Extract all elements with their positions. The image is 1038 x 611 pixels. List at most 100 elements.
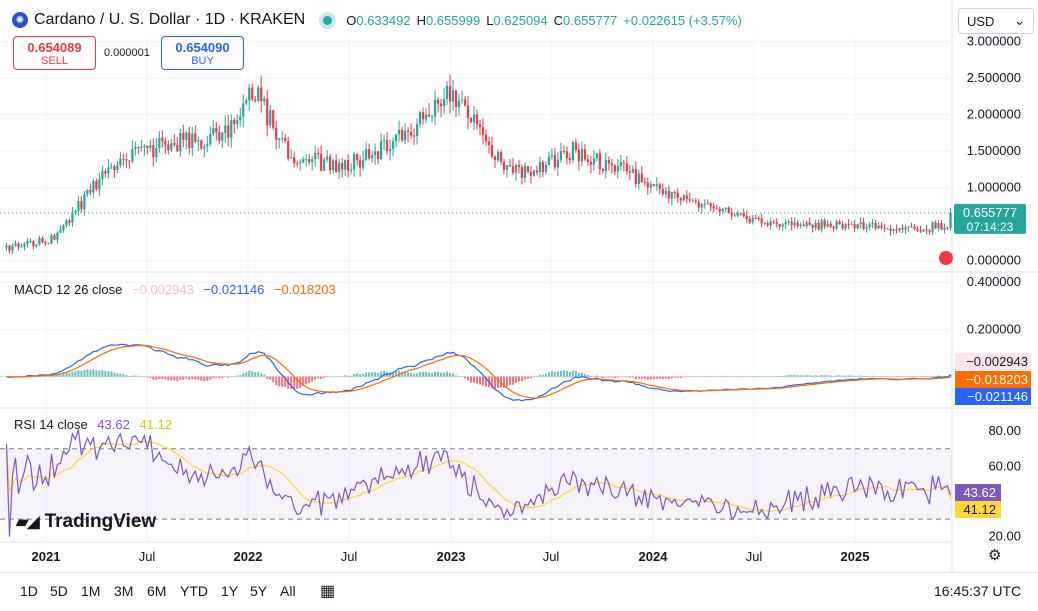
price-candle xyxy=(338,162,341,173)
macd-histogram-bar xyxy=(703,376,706,377)
price-candle xyxy=(41,238,44,243)
currency-select[interactable]: USD ⌄ xyxy=(958,8,1034,34)
macd-histogram-bar xyxy=(392,372,395,377)
macd-histogram-bar xyxy=(490,376,493,389)
price-candle xyxy=(442,98,446,107)
price-candle xyxy=(308,158,311,163)
macd-value-badge xyxy=(955,388,1031,405)
macd-histogram-bar xyxy=(583,373,586,377)
price-candle xyxy=(580,149,583,162)
sell-button[interactable]: 0.654089 SELL xyxy=(13,36,96,70)
rsi-legend[interactable]: RSI 14 close 43.62 41.12 xyxy=(14,417,172,432)
price-candle xyxy=(526,166,530,172)
price-candle xyxy=(38,238,41,245)
macd-histogram-bar xyxy=(667,376,670,380)
timeframe-5d[interactable]: 5D xyxy=(50,583,68,599)
price-candle xyxy=(793,222,796,226)
macd-histogram-bar xyxy=(808,375,811,377)
macd-histogram-bar xyxy=(383,370,386,377)
macd-histogram-bar xyxy=(598,376,601,378)
price-candle xyxy=(769,221,772,226)
date-range-calendar-icon[interactable]: ▦ xyxy=(320,583,336,600)
price-candle xyxy=(586,159,589,162)
timeframe-6m[interactable]: 6M xyxy=(147,583,167,599)
price-candle xyxy=(5,245,8,248)
macd-histogram-bar xyxy=(476,376,479,384)
price-candle xyxy=(676,192,679,198)
price-candle xyxy=(829,223,832,227)
macd-histogram-bar xyxy=(161,376,164,379)
macd-histogram-bar xyxy=(413,373,416,377)
price-candle xyxy=(478,124,482,128)
price-candle xyxy=(499,151,503,162)
macd-histogram-bar xyxy=(155,376,158,380)
tradingview-logo[interactable]: ▰◢ TradingView xyxy=(16,511,156,533)
macd-legend[interactable]: MACD 12 26 close −0.002943 −0.021146 −0.… xyxy=(14,282,336,297)
price-candle xyxy=(35,244,38,247)
price-candle xyxy=(616,165,619,172)
macd-histogram-bar xyxy=(919,376,922,378)
macd-histogram-bar xyxy=(98,370,101,377)
price-candle xyxy=(874,223,877,229)
price-candle xyxy=(302,159,305,163)
price-candle xyxy=(445,85,449,99)
rsi-tick-label: 80.00 xyxy=(988,423,1021,438)
buy-button[interactable]: 0.654090 BUY xyxy=(161,36,244,70)
timeframe-1d[interactable]: 1D xyxy=(20,583,38,599)
macd-histogram-bar xyxy=(811,375,814,377)
macd-histogram-bar xyxy=(233,376,236,377)
macd-histogram-bar xyxy=(290,376,293,389)
macd-histogram-bar xyxy=(562,370,565,377)
symbol-title[interactable]: Cardano / U. S. Dollar · 1D · KRAKEN xyxy=(34,11,306,28)
macd-histogram-bar xyxy=(353,374,356,377)
price-candle xyxy=(257,87,260,101)
utc-clock[interactable]: 16:45:37 UTC xyxy=(934,583,1022,599)
price-candle xyxy=(706,203,709,205)
price-candle xyxy=(670,192,673,199)
chevron-down-icon: ⌄ xyxy=(1014,13,1025,28)
macd-histogram-bar xyxy=(871,375,874,377)
macd-histogram-bar xyxy=(167,376,170,381)
timeframe-ytd[interactable]: YTD xyxy=(180,583,208,599)
macd-histogram-bar xyxy=(458,376,461,377)
macd-badge-label: −0.018203 xyxy=(966,372,1028,387)
macd-histogram-bar xyxy=(440,372,443,377)
price-candle xyxy=(191,133,194,149)
timeframe-all[interactable]: All xyxy=(280,583,296,599)
price-candle xyxy=(886,228,889,230)
price-candle xyxy=(808,222,811,225)
price-candle xyxy=(415,124,419,137)
timeframe-3m[interactable]: 3M xyxy=(114,583,134,599)
macd-histogram-bar xyxy=(814,375,817,377)
macd-histogram-bar xyxy=(751,376,754,377)
price-chart[interactable]: 2021 Jul 2022 Jul 2023 Jul 2024 Jul 2025 3.000000… xyxy=(0,0,1038,572)
macd-histogram-bar xyxy=(853,375,856,377)
macd-histogram-bar xyxy=(239,375,242,377)
price-candle xyxy=(314,153,317,160)
macd-histogram-bar xyxy=(197,376,200,380)
macd-histogram-bar xyxy=(56,374,59,377)
macd-histogram-bar xyxy=(505,376,508,387)
macd-histogram-bar xyxy=(514,376,517,383)
price-candle xyxy=(197,140,200,142)
price-candle xyxy=(658,184,661,189)
price-tick-label: 0.000000 xyxy=(967,253,1021,268)
macd-histogram-bar xyxy=(781,375,784,377)
timeframe-1m[interactable]: 1M xyxy=(81,583,101,599)
timeframe-5y[interactable]: 5Y xyxy=(250,583,268,599)
price-candle xyxy=(724,207,727,209)
price-candle xyxy=(152,145,155,158)
macd-histogram-bar xyxy=(134,375,137,377)
timeframe-1y[interactable]: 1Y xyxy=(221,583,239,599)
macd-histogram-bar xyxy=(59,374,62,377)
gear-icon[interactable]: ⚙ xyxy=(988,547,1002,564)
macd-histogram-bar xyxy=(652,376,655,380)
price-candle xyxy=(619,162,622,166)
price-candle xyxy=(496,151,500,161)
rsi-badge-label: 43.62 xyxy=(963,485,996,500)
macd-histogram-bar xyxy=(688,376,691,378)
macd-histogram-bar xyxy=(565,370,568,377)
macd-histogram-bar xyxy=(62,373,65,377)
buy-label: BUY xyxy=(191,55,214,67)
macd-histogram-bar xyxy=(434,372,437,377)
